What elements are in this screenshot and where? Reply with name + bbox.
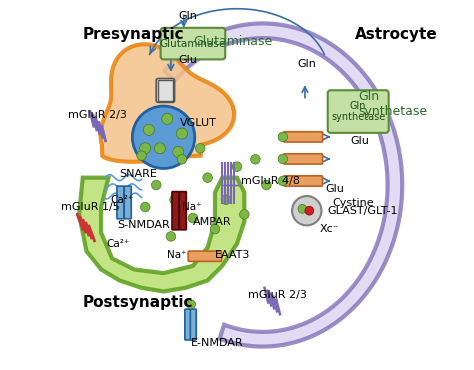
Circle shape <box>173 147 184 158</box>
Text: Gln
synthetase: Gln synthetase <box>358 90 427 118</box>
Text: mGluR 1/5: mGluR 1/5 <box>61 202 119 212</box>
Circle shape <box>251 155 260 164</box>
Text: Astrocyte: Astrocyte <box>355 27 437 42</box>
Circle shape <box>195 144 205 153</box>
Circle shape <box>278 154 288 164</box>
FancyBboxPatch shape <box>188 251 221 261</box>
FancyBboxPatch shape <box>283 132 323 142</box>
Circle shape <box>262 180 271 190</box>
Circle shape <box>140 143 151 154</box>
Text: mGluR 2/3: mGluR 2/3 <box>248 290 307 300</box>
Text: mGluR 2/3: mGluR 2/3 <box>68 110 127 120</box>
FancyBboxPatch shape <box>172 192 179 230</box>
FancyBboxPatch shape <box>117 186 124 219</box>
Circle shape <box>203 173 212 182</box>
FancyBboxPatch shape <box>156 78 174 102</box>
Text: VGLUT: VGLUT <box>180 118 217 128</box>
Text: Gln: Gln <box>298 59 317 69</box>
Circle shape <box>176 128 187 139</box>
FancyBboxPatch shape <box>124 186 131 219</box>
Text: Postsynaptic: Postsynaptic <box>83 295 193 310</box>
Polygon shape <box>79 178 244 292</box>
Text: Gln: Gln <box>178 11 197 21</box>
Circle shape <box>278 176 288 186</box>
Circle shape <box>239 209 249 219</box>
Polygon shape <box>100 44 234 162</box>
FancyBboxPatch shape <box>283 176 323 186</box>
FancyBboxPatch shape <box>283 154 323 164</box>
FancyBboxPatch shape <box>328 90 389 133</box>
FancyBboxPatch shape <box>161 28 225 60</box>
Text: mGluR 4/8: mGluR 4/8 <box>241 176 300 186</box>
Text: AMPAR: AMPAR <box>193 217 232 227</box>
Circle shape <box>162 113 173 124</box>
Circle shape <box>187 300 195 309</box>
Circle shape <box>132 106 195 168</box>
Polygon shape <box>164 23 402 347</box>
Text: Glutaminase: Glutaminase <box>160 38 226 48</box>
Text: Ca²⁺: Ca²⁺ <box>110 195 134 205</box>
Circle shape <box>170 195 179 205</box>
Text: Cystine: Cystine <box>332 198 374 208</box>
Circle shape <box>188 213 198 223</box>
Text: Presynaptic: Presynaptic <box>83 27 184 42</box>
Circle shape <box>143 124 155 135</box>
Text: SNARE: SNARE <box>119 169 157 179</box>
Text: Glu: Glu <box>351 136 370 146</box>
Circle shape <box>221 195 231 205</box>
Text: Glu: Glu <box>325 184 344 194</box>
Text: GLAST/GLT-1: GLAST/GLT-1 <box>327 206 398 216</box>
FancyBboxPatch shape <box>191 309 196 340</box>
Text: Glutaminase: Glutaminase <box>193 35 272 48</box>
Circle shape <box>210 224 220 234</box>
Circle shape <box>278 132 288 142</box>
Circle shape <box>137 151 146 161</box>
Circle shape <box>166 232 176 241</box>
Circle shape <box>292 196 321 225</box>
Circle shape <box>177 155 187 164</box>
Text: Gln
synthetase: Gln synthetase <box>331 101 385 122</box>
Text: E-NMDAR: E-NMDAR <box>191 338 244 348</box>
Text: Na⁺: Na⁺ <box>182 202 201 212</box>
Text: S-NMDAR: S-NMDAR <box>118 221 170 231</box>
FancyBboxPatch shape <box>179 192 186 230</box>
Text: EAAT3: EAAT3 <box>215 250 250 260</box>
Circle shape <box>298 205 307 213</box>
Circle shape <box>232 162 242 171</box>
Circle shape <box>140 202 150 212</box>
Text: Na⁺: Na⁺ <box>167 250 187 260</box>
Text: Xc⁻: Xc⁻ <box>319 224 339 234</box>
FancyBboxPatch shape <box>185 309 191 340</box>
Text: Glu: Glu <box>178 55 197 65</box>
Circle shape <box>305 206 314 215</box>
Text: Ca²⁺: Ca²⁺ <box>107 239 130 249</box>
Circle shape <box>151 180 161 190</box>
Bar <box>158 80 173 101</box>
Circle shape <box>155 143 165 154</box>
